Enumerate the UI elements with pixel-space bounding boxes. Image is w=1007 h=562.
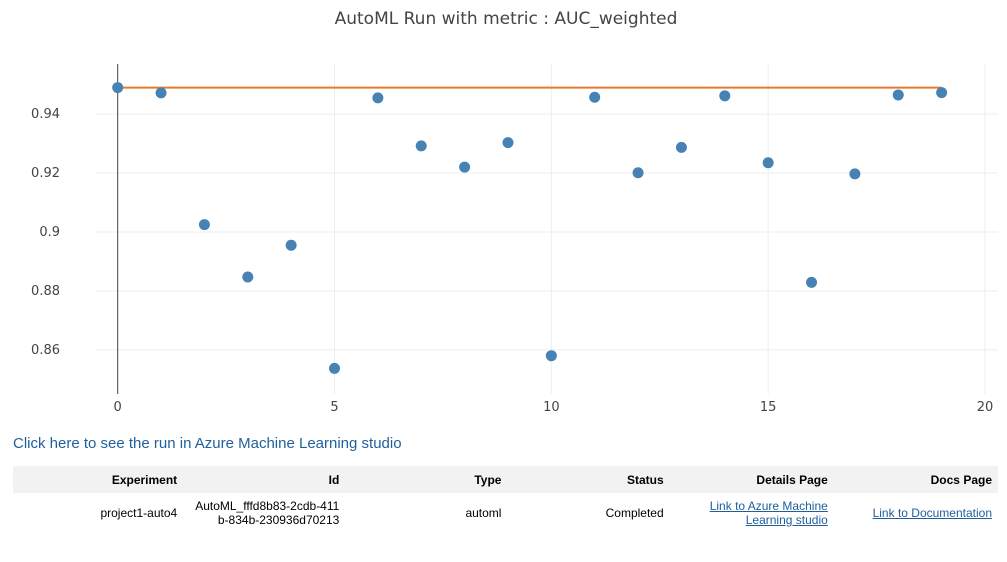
chart-title: AutoML Run with metric : AUC_weighted [335, 9, 678, 29]
x-tick-label: 20 [977, 400, 994, 415]
cell-status: Completed [605, 506, 664, 520]
y-tick-label: 0.94 [31, 107, 60, 122]
data-point [632, 167, 644, 179]
header-id: Id [183, 466, 346, 493]
x-tick-label: 10 [543, 400, 560, 415]
data-point [719, 90, 731, 102]
automl-metric-chart: AutoML Run with metric : AUC_weighted 0.… [31, 9, 998, 415]
data-point [806, 276, 818, 288]
azure-studio-link[interactable]: Click here to see the run in Azure Machi… [13, 435, 402, 452]
header-details-page: Details Page [669, 466, 834, 493]
data-point [545, 350, 557, 362]
x-tick-label: 15 [760, 400, 777, 415]
table-header-row: Experiment Id Type Status Details Page D… [13, 466, 998, 493]
data-point [329, 362, 341, 374]
header-experiment: Experiment [13, 466, 184, 493]
y-tick-label: 0.88 [31, 284, 60, 299]
details-page-link[interactable]: Link to Azure Machine Learning studio [709, 499, 828, 527]
cell-docs-page: Link to Documentation [834, 493, 998, 533]
header-docs-page: Docs Page [833, 466, 998, 493]
x-tick-label: 5 [330, 400, 338, 415]
table-row: project1-auto4 AutoML_fffd8b83-2cdb-411b… [13, 493, 998, 533]
cell-experiment: project1-auto4 [100, 506, 178, 520]
data-point [849, 168, 861, 180]
y-tick-label: 0.86 [31, 343, 60, 358]
data-point [112, 82, 124, 94]
data-point [285, 239, 297, 251]
cell-id: AutoML_fffd8b83-2cdb-411b-834b-230936d70… [183, 493, 345, 533]
data-point [762, 157, 774, 169]
data-point [459, 161, 471, 173]
data-point [372, 92, 384, 104]
cell-type: automl [465, 506, 502, 520]
run-points [112, 82, 948, 374]
header-type: Type [345, 466, 508, 493]
data-point [675, 141, 687, 153]
tick-labels: 0.86 0.88 0.9 0.92 0.94 0 5 10 15 20 [31, 107, 993, 415]
data-point [936, 87, 948, 99]
run-table: Experiment Id Type Status Details Page D… [13, 466, 998, 533]
grid-lines [96, 64, 998, 394]
data-point [892, 89, 904, 101]
cell-details-page: Link to Azure Machine Learning studio [670, 493, 834, 533]
y-tick-label: 0.92 [31, 166, 60, 181]
data-point [415, 140, 427, 152]
data-point [155, 87, 167, 99]
data-point [242, 271, 254, 283]
x-tick-label: 0 [114, 400, 122, 415]
data-point [198, 219, 210, 231]
y-tick-label: 0.9 [39, 225, 60, 240]
run-id-text: AutoML_fffd8b83-2cdb-411b-834b-230936d70… [195, 499, 340, 527]
header-status: Status [507, 466, 670, 493]
data-point [502, 137, 514, 149]
data-point [589, 91, 601, 103]
docs-page-link[interactable]: Link to Documentation [872, 506, 992, 520]
